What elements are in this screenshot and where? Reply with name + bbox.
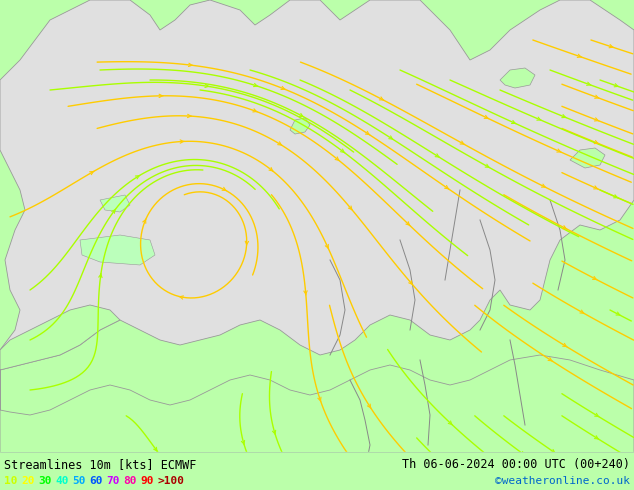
Text: 90: 90 bbox=[140, 476, 153, 486]
Text: 20: 20 bbox=[21, 476, 34, 486]
Polygon shape bbox=[290, 118, 310, 134]
Text: 40: 40 bbox=[55, 476, 68, 486]
Polygon shape bbox=[570, 148, 605, 168]
Polygon shape bbox=[500, 68, 535, 88]
Text: >100: >100 bbox=[157, 476, 184, 486]
Text: 50: 50 bbox=[72, 476, 86, 486]
Polygon shape bbox=[0, 355, 634, 490]
Polygon shape bbox=[80, 235, 155, 265]
Text: 70: 70 bbox=[106, 476, 119, 486]
Text: Th 06-06-2024 00:00 UTC (00+240): Th 06-06-2024 00:00 UTC (00+240) bbox=[402, 458, 630, 471]
Polygon shape bbox=[100, 195, 130, 212]
Bar bbox=[0, 452, 634, 490]
Text: ©weatheronline.co.uk: ©weatheronline.co.uk bbox=[495, 476, 630, 486]
Text: 60: 60 bbox=[89, 476, 103, 486]
Text: 80: 80 bbox=[123, 476, 136, 486]
Text: 10: 10 bbox=[4, 476, 18, 486]
Text: 30: 30 bbox=[38, 476, 51, 486]
Polygon shape bbox=[0, 305, 120, 490]
Text: Streamlines 10m [kts] ECMWF: Streamlines 10m [kts] ECMWF bbox=[4, 458, 197, 471]
